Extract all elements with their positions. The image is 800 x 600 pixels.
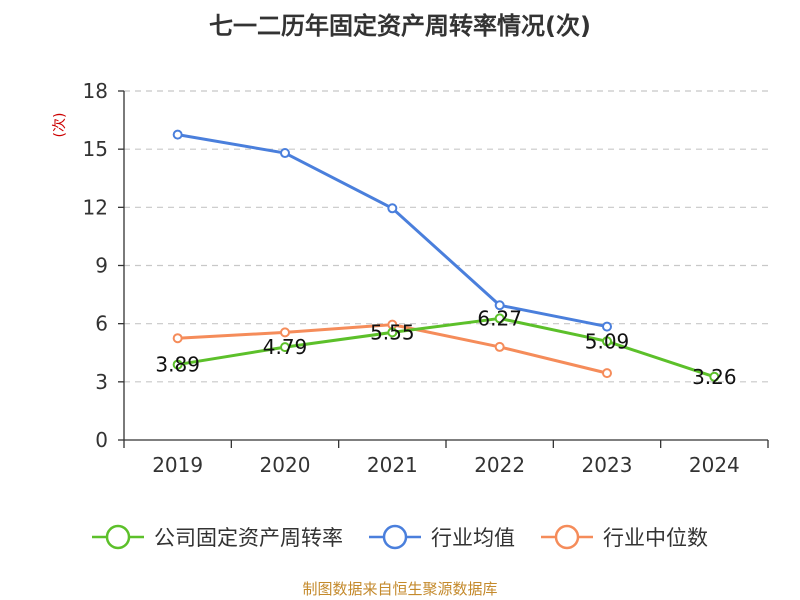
data-point	[387, 203, 398, 214]
series-line	[177, 133, 608, 329]
data-labels: 3.89 4.79 5.55 6.27 5.09 3.26	[155, 306, 736, 388]
legend-marker	[554, 524, 580, 550]
source-note: 制图数据来自恒生聚源数据库	[302, 580, 497, 598]
data-point	[172, 333, 183, 344]
data-point	[387, 327, 398, 338]
data-point	[494, 313, 505, 324]
y-tick-label: 6	[95, 312, 108, 336]
legend-item-industry-median: 行业中位数	[541, 524, 708, 550]
legend-label: 行业均值	[431, 526, 515, 550]
data-point	[280, 342, 290, 353]
legend-label: 公司固定资产周转率	[154, 526, 343, 550]
data-point	[494, 341, 505, 352]
y-tick-label: 12	[83, 195, 108, 219]
axes: 0 3 6 9 12 15 18 2019 2020 2021 2022 2023 2024	[83, 79, 769, 477]
series-industry-mean	[172, 129, 612, 332]
grid-lines	[124, 90, 768, 383]
data-point	[172, 129, 183, 140]
series-line	[177, 316, 715, 379]
x-tick-label: 2022	[474, 453, 525, 477]
data-label: 6.27	[477, 306, 522, 330]
data-label: 3.89	[155, 353, 200, 377]
x-tick-label: 2024	[689, 453, 740, 477]
y-tick-label: 9	[95, 254, 108, 278]
data-point	[602, 336, 612, 347]
data-point	[494, 300, 505, 311]
legend-marker	[382, 524, 408, 550]
chart-title: 七一二历年固定资产周转率情况(次)	[209, 12, 591, 40]
series-layer	[172, 129, 720, 382]
data-point	[602, 368, 612, 379]
data-point	[172, 359, 183, 370]
legend-label: 行业中位数	[603, 526, 708, 550]
data-label: 5.09	[585, 329, 630, 353]
legend-marker	[105, 524, 131, 550]
series-company	[172, 313, 720, 382]
legend: 公司固定资产周转率 行业均值 行业中位数	[92, 524, 708, 550]
legend-item-industry-mean: 行业均值	[369, 524, 515, 550]
y-tick-label: 3	[95, 370, 108, 394]
legend-item-company: 公司固定资产周转率	[92, 524, 343, 550]
y-tick-label: 15	[83, 137, 108, 161]
series-industry-median	[172, 319, 612, 379]
data-point	[602, 321, 612, 332]
x-tick-label: 2020	[260, 453, 311, 477]
data-label: 4.79	[263, 335, 308, 359]
x-tick-label: 2021	[367, 453, 418, 477]
y-axis-label: (次)	[52, 113, 68, 138]
data-label: 5.55	[370, 320, 415, 344]
data-point	[709, 371, 720, 382]
data-label: 3.26	[692, 365, 737, 389]
x-tick-label: 2023	[582, 453, 633, 477]
y-tick-label: 18	[83, 79, 108, 103]
data-point	[280, 327, 290, 338]
y-tick-label: 0	[95, 428, 108, 452]
data-point	[280, 148, 290, 159]
x-tick-label: 2019	[152, 453, 203, 477]
